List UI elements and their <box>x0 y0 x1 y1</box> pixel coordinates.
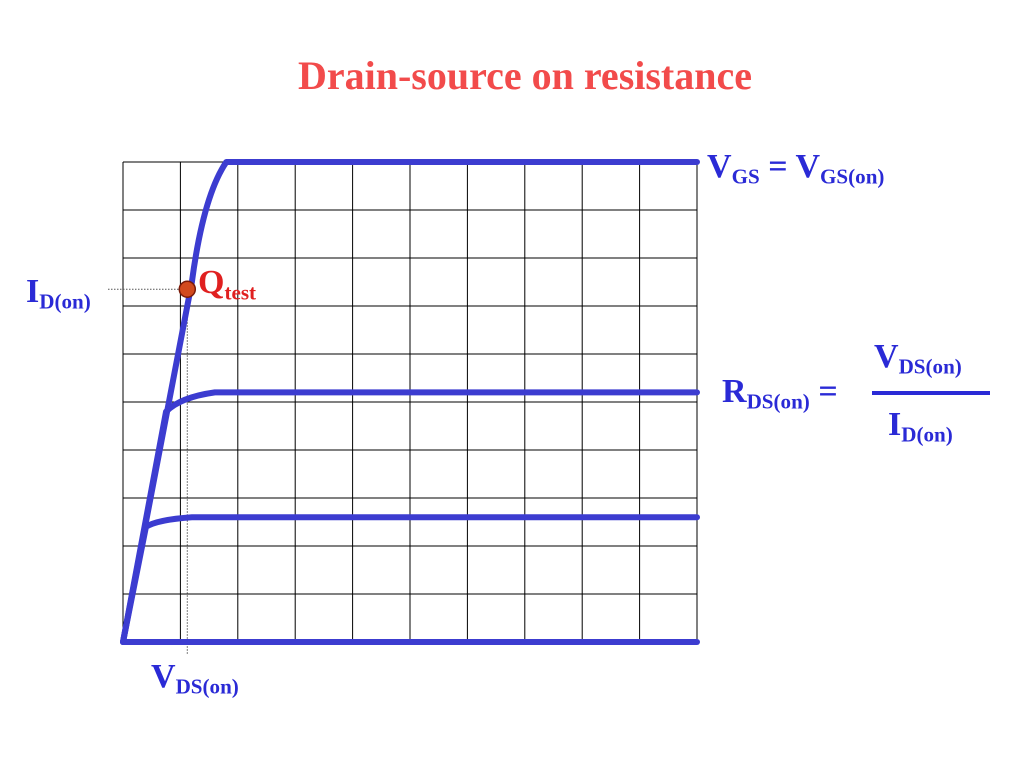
curve-1 <box>120 159 700 645</box>
rds-on-label: RDS(on) = <box>722 373 838 414</box>
fraction-bar <box>872 391 990 395</box>
id-on-label: ID(on) <box>26 273 91 314</box>
fraction-numerator: VDS(on) <box>874 338 962 379</box>
curve-2 <box>120 389 700 645</box>
slide-title: Drain-source on resistance <box>297 53 753 98</box>
fraction-denominator: ID(on) <box>888 406 953 447</box>
grid <box>122 161 698 643</box>
vds-on-label: VDS(on) <box>151 658 239 699</box>
guide-lines <box>108 288 188 655</box>
vgs-label: VGS = VGS(on) <box>707 148 885 189</box>
curve-3 <box>120 514 700 645</box>
q-test-label: Qtest <box>198 264 257 305</box>
operating-point-layer <box>178 280 197 298</box>
operating-point <box>178 280 197 298</box>
curves <box>120 159 700 645</box>
